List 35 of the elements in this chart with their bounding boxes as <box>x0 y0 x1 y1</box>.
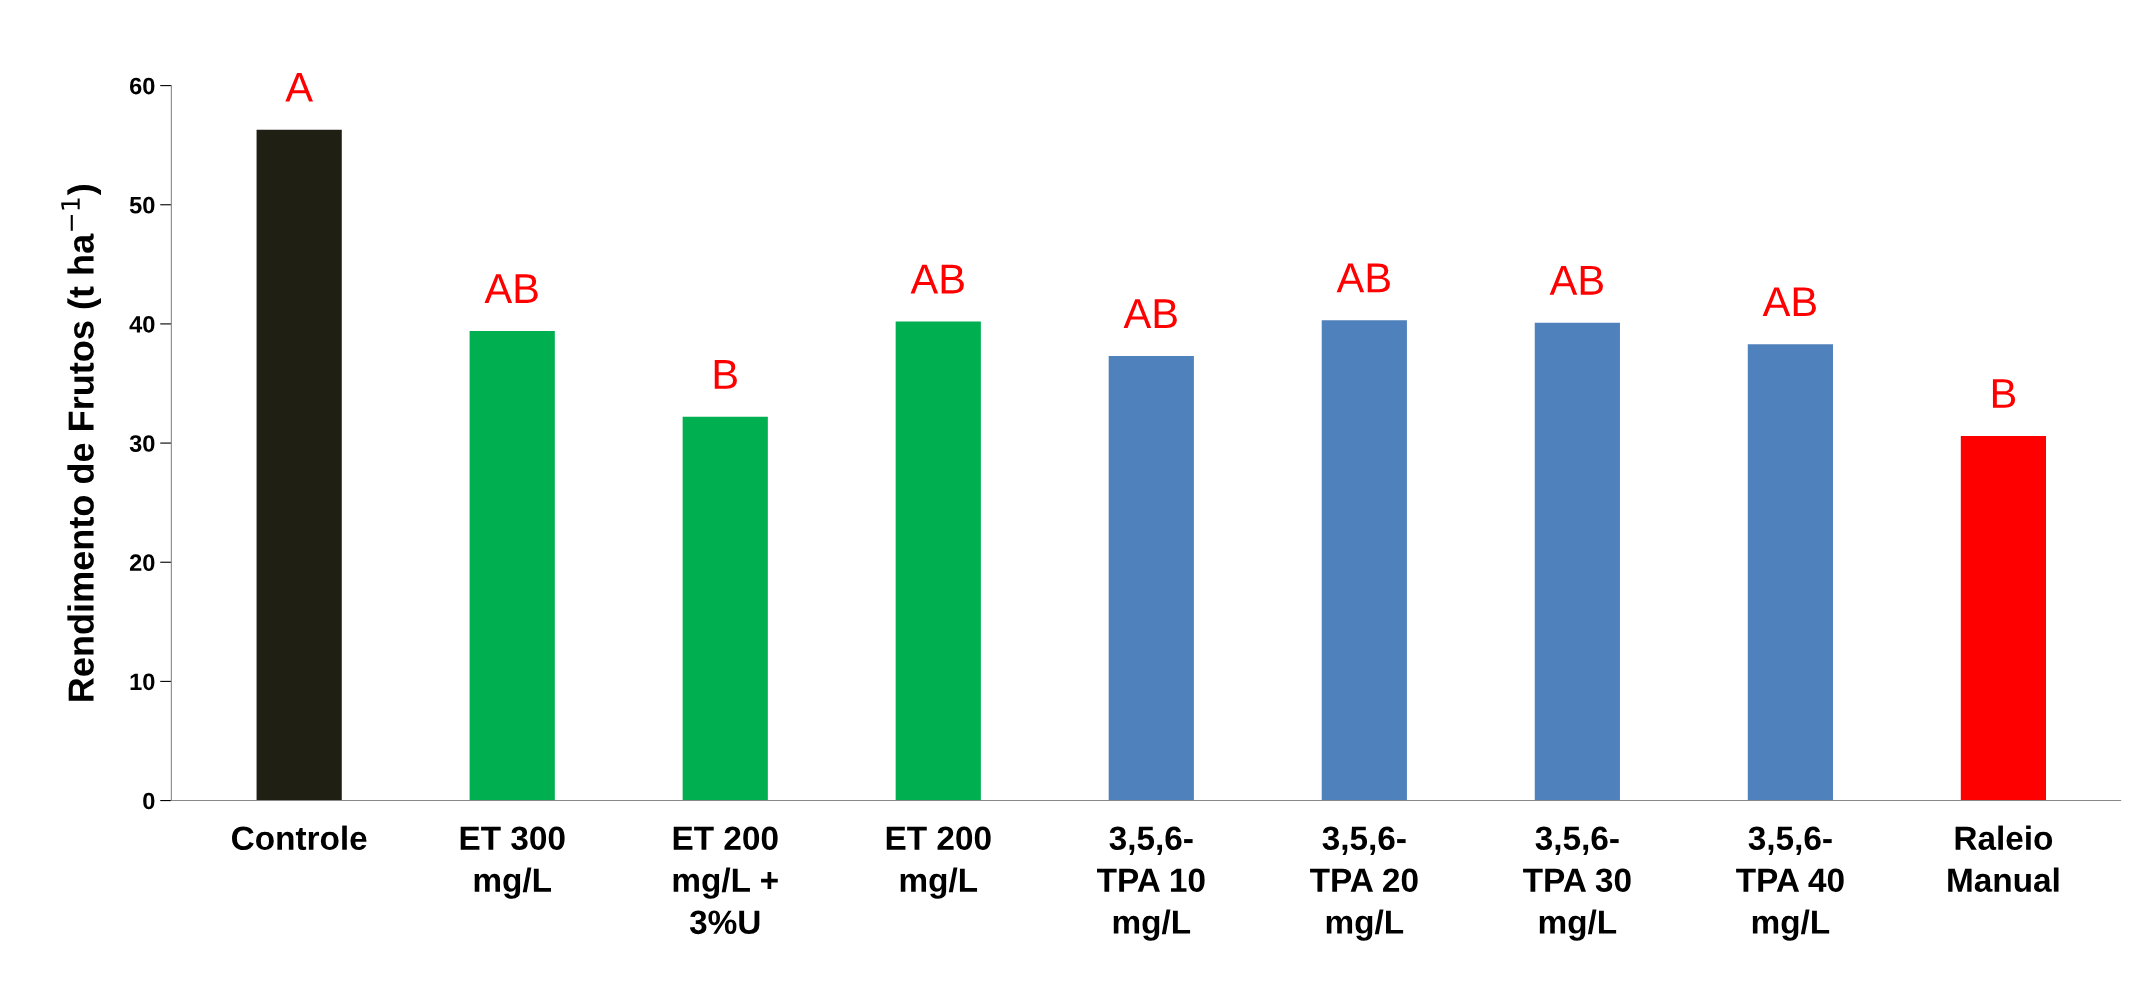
annotation: B <box>1992 379 2016 408</box>
x-tick-label: ET 200 mg/L + 3%U <box>673 826 778 935</box>
y-tick-label: 40 <box>129 315 155 333</box>
bar <box>1321 320 1407 801</box>
y-axis-title: Rendimento de Frutos (t ha$^{−1}$) <box>61 184 102 701</box>
bar <box>1960 435 2047 801</box>
annotation: AB <box>910 264 964 294</box>
x-tick-label: ET 300 mg/L <box>460 826 565 899</box>
bar <box>1108 356 1194 801</box>
annotation: AB <box>1123 299 1177 328</box>
annotation: B <box>714 360 737 389</box>
y-tick-label: 20 <box>129 554 155 572</box>
y-tick-label: 60 <box>129 77 155 95</box>
x-tick-label: 3,5,6- TPA 40 mg/L <box>1736 826 1844 941</box>
bar <box>895 321 981 801</box>
x-tick-label: 3,5,6- TPA 20 mg/L <box>1310 826 1418 941</box>
annotation: AB <box>1549 265 1603 295</box>
annotation: AB <box>484 274 538 303</box>
x-tick-label: Controle <box>232 825 367 851</box>
bar <box>256 129 342 801</box>
y-tick-label: 0 <box>143 792 155 810</box>
x-tick-label: 3,5,6- TPA 30 mg/L <box>1523 826 1631 941</box>
y-tick-label: 50 <box>129 196 155 214</box>
y-tick-label: 30 <box>129 435 155 452</box>
bar <box>469 331 555 801</box>
x-tick-label: Raleio Manual <box>1948 825 2059 892</box>
x-tick-label: ET 200 mg/L <box>886 826 991 899</box>
x-tick-label: 3,5,6- TPA 10 mg/L <box>1097 826 1205 941</box>
y-tick-label: 10 <box>130 673 155 691</box>
annotation: AB <box>1336 263 1390 293</box>
annotation: AB <box>1762 287 1816 317</box>
bar <box>1534 322 1620 801</box>
annotation: A <box>285 72 313 102</box>
bar <box>682 416 768 801</box>
bar <box>1747 344 1833 801</box>
